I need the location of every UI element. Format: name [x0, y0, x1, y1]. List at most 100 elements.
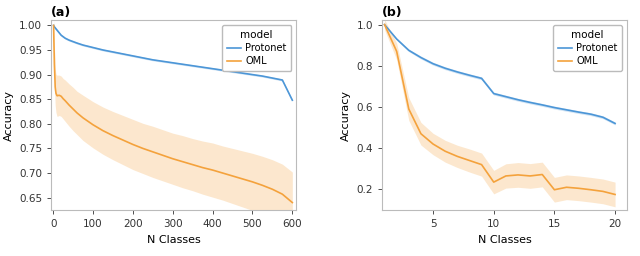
Protonet: [189, 64, 196, 67]
OML: [50, 44, 58, 47]
OML: [169, 157, 177, 160]
OML: [53, 94, 61, 97]
OML: [429, 143, 437, 146]
OML: [454, 155, 461, 158]
OML: [60, 97, 67, 100]
Legend: Protonet, OML: Protonet, OML: [222, 25, 291, 71]
Protonet: [52, 28, 60, 31]
X-axis label: N Classes: N Classes: [478, 234, 532, 244]
OML: [514, 173, 522, 176]
Protonet: [429, 62, 437, 65]
Protonet: [159, 60, 166, 63]
Protonet: [58, 34, 65, 37]
OML: [587, 188, 595, 191]
Protonet: [179, 63, 187, 66]
Protonet: [50, 24, 58, 27]
Protonet: [514, 98, 522, 101]
OML: [239, 177, 246, 180]
Protonet: [65, 39, 73, 42]
Protonet: [73, 41, 81, 45]
OML: [189, 163, 196, 166]
OML: [228, 174, 236, 177]
Protonet: [169, 61, 177, 64]
Protonet: [477, 77, 485, 80]
OML: [417, 132, 425, 135]
OML: [502, 174, 509, 177]
Protonet: [55, 31, 63, 34]
OML: [50, 24, 58, 27]
Protonet: [119, 52, 127, 56]
Text: (b): (b): [382, 6, 403, 19]
Protonet: [89, 46, 97, 49]
Protonet: [52, 27, 60, 30]
OML: [259, 184, 266, 187]
Protonet: [405, 49, 413, 52]
OML: [405, 108, 413, 111]
OML: [51, 85, 59, 88]
Protonet: [99, 48, 107, 51]
Protonet: [109, 50, 117, 54]
Protonet: [219, 69, 227, 72]
OML: [278, 193, 286, 196]
OML: [575, 187, 582, 190]
Protonet: [53, 29, 61, 32]
Protonet: [526, 101, 534, 104]
Protonet: [79, 44, 87, 47]
Protonet: [69, 40, 77, 43]
OML: [129, 143, 137, 146]
Protonet: [269, 77, 276, 80]
OML: [599, 190, 607, 193]
Protonet: [199, 66, 207, 69]
Legend: Protonet, OML: Protonet, OML: [553, 25, 622, 71]
Protonet: [417, 56, 425, 59]
Protonet: [563, 108, 570, 111]
OML: [611, 193, 619, 196]
OML: [199, 166, 207, 169]
Protonet: [575, 111, 582, 114]
OML: [381, 23, 388, 26]
Protonet: [466, 74, 474, 77]
OML: [466, 159, 474, 162]
Protonet: [587, 113, 595, 116]
Protonet: [209, 67, 216, 70]
OML: [442, 150, 449, 153]
Protonet: [52, 27, 60, 30]
OML: [393, 50, 401, 53]
OML: [139, 147, 147, 150]
OML: [69, 108, 77, 111]
OML: [58, 95, 65, 98]
OML: [209, 168, 216, 172]
Line: Protonet: Protonet: [54, 25, 292, 100]
OML: [119, 138, 127, 142]
OML: [538, 173, 546, 176]
OML: [526, 174, 534, 177]
Protonet: [149, 58, 157, 61]
Protonet: [51, 26, 59, 29]
Protonet: [61, 37, 69, 40]
Protonet: [50, 25, 58, 28]
Protonet: [53, 28, 61, 31]
OML: [51, 63, 58, 66]
Protonet: [278, 79, 286, 82]
Protonet: [139, 56, 147, 59]
Line: OML: OML: [385, 25, 615, 195]
Line: Protonet: Protonet: [385, 25, 615, 123]
OML: [99, 129, 107, 132]
OML: [109, 134, 117, 137]
Text: (a): (a): [51, 6, 72, 19]
OML: [79, 116, 87, 120]
Protonet: [129, 54, 137, 57]
OML: [61, 99, 69, 102]
Protonet: [550, 106, 558, 109]
Protonet: [248, 73, 256, 76]
Protonet: [381, 23, 388, 26]
Line: OML: OML: [54, 25, 292, 202]
OML: [149, 150, 157, 153]
OML: [52, 89, 60, 92]
Protonet: [289, 99, 296, 102]
OML: [179, 160, 187, 163]
OML: [55, 94, 63, 97]
OML: [51, 73, 59, 76]
OML: [52, 93, 60, 96]
Protonet: [454, 70, 461, 73]
